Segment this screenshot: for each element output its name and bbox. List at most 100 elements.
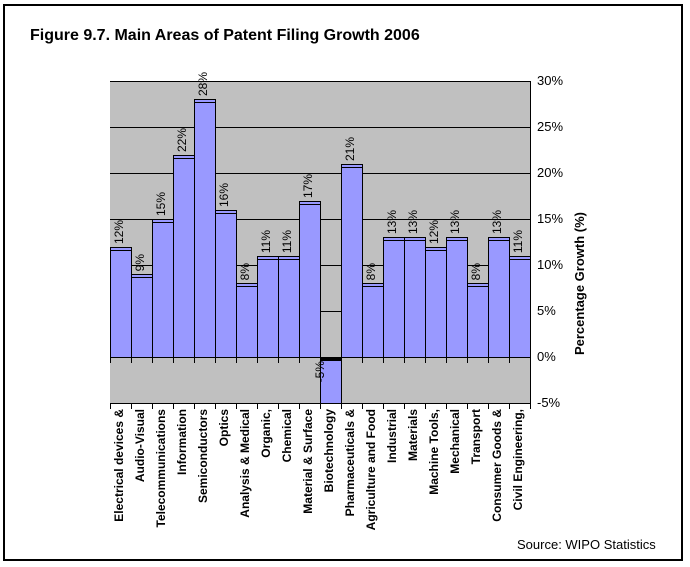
category-label: Information bbox=[175, 409, 189, 475]
x-tick bbox=[278, 403, 279, 409]
category-label: Agriculture and Food bbox=[364, 409, 378, 531]
gridline bbox=[110, 127, 530, 128]
category-label: Machine Tools, bbox=[427, 409, 441, 495]
category-label: Industrial bbox=[385, 409, 399, 464]
category-label: Audio-Visual bbox=[133, 409, 147, 483]
bar bbox=[131, 274, 153, 357]
x-tick bbox=[110, 403, 111, 409]
x-tick bbox=[446, 403, 447, 409]
x-tick bbox=[425, 403, 426, 409]
bar bbox=[383, 237, 405, 357]
y-axis-title: Percentage Growth (%) bbox=[572, 212, 587, 356]
source-note: Source: WIPO Statistics bbox=[517, 537, 656, 552]
bar bbox=[467, 283, 489, 357]
x-tick bbox=[404, 403, 405, 409]
y-axis-line bbox=[530, 81, 531, 404]
bar-value-label: 11% bbox=[280, 229, 294, 253]
x-tick bbox=[320, 403, 321, 409]
y-axis-tick-label: 10% bbox=[537, 257, 564, 272]
category-label: Civil Engineering, bbox=[511, 409, 525, 511]
bar-value-label: 12% bbox=[427, 219, 441, 244]
x-tick bbox=[173, 357, 174, 363]
bar bbox=[320, 357, 342, 404]
category-label: Telecommunications bbox=[154, 409, 168, 528]
bar bbox=[152, 219, 174, 357]
bar-value-label: 9% bbox=[133, 253, 147, 271]
category-label: Optics bbox=[217, 409, 231, 447]
y-axis-tick-label: 25% bbox=[537, 119, 564, 134]
y-tick bbox=[524, 219, 530, 220]
bar bbox=[509, 256, 531, 357]
x-tick bbox=[467, 403, 468, 409]
bar bbox=[257, 256, 279, 357]
x-tick bbox=[173, 403, 174, 409]
bar bbox=[215, 210, 237, 357]
x-tick bbox=[383, 357, 384, 363]
x-tick bbox=[236, 357, 237, 363]
x-tick bbox=[488, 357, 489, 363]
category-label: Pharmaceuticals & bbox=[343, 409, 357, 517]
x-tick bbox=[131, 403, 132, 409]
category-label: Semiconductors bbox=[196, 409, 210, 504]
x-tick bbox=[257, 403, 258, 409]
bar-value-label: 13% bbox=[490, 209, 504, 234]
x-tick bbox=[383, 403, 384, 409]
x-tick bbox=[362, 403, 363, 409]
x-tick bbox=[257, 357, 258, 363]
figure-border bbox=[3, 4, 683, 561]
bar bbox=[404, 237, 426, 357]
bar bbox=[362, 283, 384, 357]
x-tick bbox=[110, 357, 111, 363]
bar bbox=[341, 164, 363, 357]
bar-value-label: 8% bbox=[364, 262, 378, 280]
bar bbox=[425, 247, 447, 357]
x-tick bbox=[152, 357, 153, 363]
x-tick bbox=[131, 357, 132, 363]
y-tick bbox=[524, 173, 530, 174]
x-tick bbox=[425, 357, 426, 363]
y-axis-tick-label: 20% bbox=[537, 165, 564, 180]
bar-value-label: 15% bbox=[154, 191, 168, 216]
category-label: Consumer Goods & bbox=[490, 409, 504, 522]
bar-value-label: 13% bbox=[448, 209, 462, 234]
x-tick bbox=[509, 403, 510, 409]
x-tick bbox=[215, 357, 216, 363]
y-axis-tick-label: -5% bbox=[537, 395, 561, 410]
x-tick bbox=[341, 403, 342, 409]
bar-value-label: 28% bbox=[196, 71, 210, 96]
category-label: Chemical bbox=[280, 409, 294, 463]
y-tick bbox=[524, 127, 530, 128]
bar-value-label: -5% bbox=[313, 361, 327, 383]
bar-value-label: 12% bbox=[112, 219, 126, 244]
bar-value-label: 13% bbox=[385, 209, 399, 234]
x-tick bbox=[362, 357, 363, 363]
bar bbox=[488, 237, 510, 357]
category-label: Biotechnology bbox=[322, 409, 336, 493]
x-tick bbox=[194, 403, 195, 409]
bar bbox=[236, 283, 258, 357]
gridline bbox=[110, 173, 530, 174]
x-tick bbox=[299, 403, 300, 409]
bar-value-label: 13% bbox=[406, 209, 420, 234]
x-tick bbox=[446, 357, 447, 363]
x-tick bbox=[404, 357, 405, 363]
category-label: Organic, bbox=[259, 409, 273, 458]
y-tick bbox=[524, 357, 530, 358]
bar bbox=[446, 237, 468, 357]
bar-value-label: 11% bbox=[259, 229, 273, 253]
bar-value-label: 11% bbox=[511, 229, 525, 253]
x-tick bbox=[299, 357, 300, 363]
x-tick bbox=[194, 357, 195, 363]
x-tick bbox=[467, 357, 468, 363]
category-label: Mechanical bbox=[448, 409, 462, 474]
plot-top-border bbox=[110, 81, 531, 82]
bar-value-label: 17% bbox=[301, 173, 315, 198]
y-axis-tick-label: 0% bbox=[537, 349, 556, 364]
bar bbox=[278, 256, 300, 357]
y-tick bbox=[524, 81, 530, 82]
y-axis-tick-label: 15% bbox=[537, 211, 564, 226]
category-label: Material & Surface bbox=[301, 409, 315, 514]
y-axis-tick-label: 30% bbox=[537, 73, 564, 88]
